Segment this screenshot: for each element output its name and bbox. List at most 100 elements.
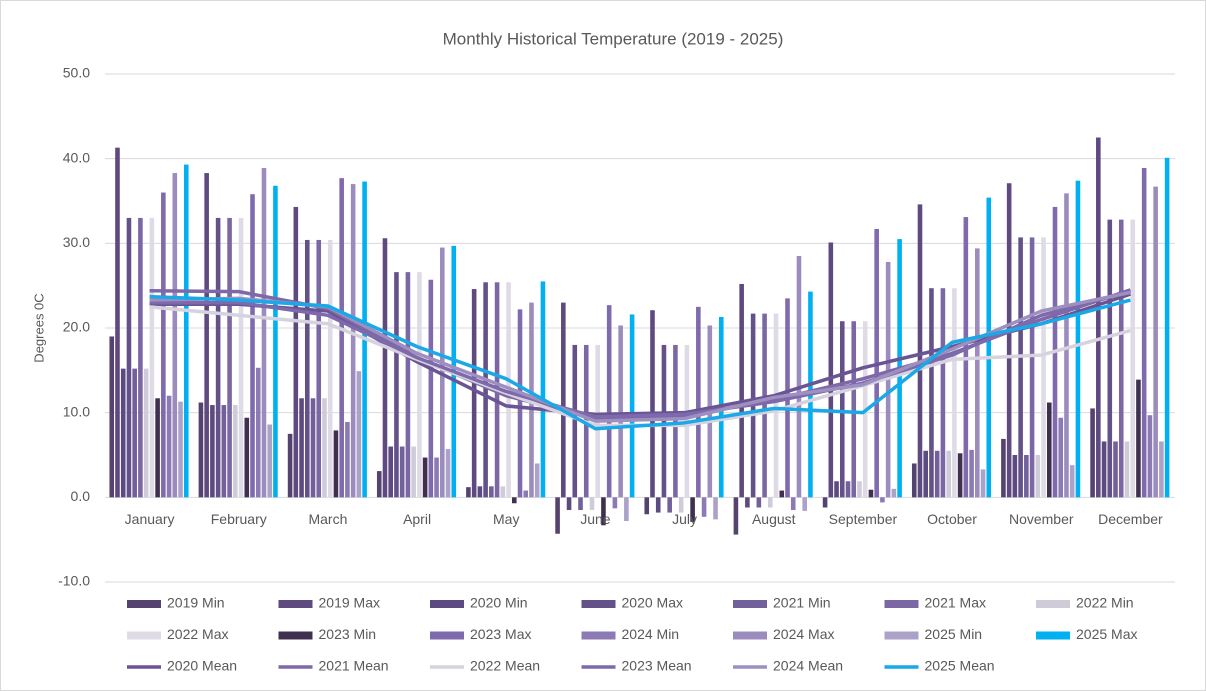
bar (250, 194, 255, 498)
bar (345, 421, 350, 498)
bar (126, 217, 132, 498)
bar (1035, 455, 1041, 498)
bar (773, 313, 779, 498)
bar (739, 283, 744, 498)
bar (975, 248, 980, 498)
legend-swatch (278, 600, 313, 608)
bar (210, 405, 215, 498)
bar (1046, 402, 1052, 498)
legend-label: 2025 Max (1076, 626, 1137, 642)
bar (624, 497, 629, 522)
bar (969, 449, 974, 498)
bar (161, 192, 166, 498)
bar (394, 272, 399, 498)
bar (839, 321, 845, 498)
bar (796, 256, 802, 498)
bar (929, 288, 934, 498)
bar (1136, 379, 1141, 498)
bar (733, 497, 739, 535)
bar (828, 242, 834, 498)
bar (244, 417, 250, 498)
bar (327, 239, 333, 498)
legend-label: 2023 Max (470, 626, 531, 642)
x-tick-label: February (211, 511, 267, 527)
bar (183, 164, 189, 498)
bar (434, 457, 439, 498)
x-tick-label: June (580, 511, 611, 527)
bar (138, 217, 143, 498)
x-tick-label: March (308, 511, 347, 527)
legend-swatch (884, 631, 919, 640)
bar (690, 497, 695, 522)
legend-label: 2020 Max (622, 595, 683, 611)
y-axis-label: Degrees 0C (31, 293, 46, 362)
bar (204, 173, 209, 498)
y-tick-label: 30.0 (63, 234, 90, 250)
x-tick-label: October (927, 511, 977, 527)
legend-swatch (733, 631, 767, 640)
bar (178, 401, 183, 498)
legend-swatch (1036, 600, 1070, 608)
bar (851, 321, 857, 498)
bar (316, 239, 322, 498)
bar (287, 433, 293, 498)
bar (1130, 219, 1136, 498)
bar (350, 184, 356, 498)
bar (1024, 455, 1029, 498)
bar (310, 398, 316, 498)
legend-swatch (581, 600, 616, 608)
x-tick-label: April (403, 511, 431, 527)
bar (227, 217, 232, 498)
legend-swatch (1036, 631, 1070, 640)
bar (405, 272, 411, 498)
legend-swatch (127, 631, 161, 640)
legend-label: 2022 Max (167, 626, 228, 642)
bar (215, 217, 221, 498)
bar (255, 367, 261, 498)
bar (1118, 219, 1124, 498)
bar (339, 178, 344, 498)
bar (1107, 219, 1113, 498)
bar (667, 497, 672, 513)
legend-swatch (884, 600, 919, 608)
bar (523, 490, 529, 498)
bar (511, 497, 517, 504)
legend-label: 2020 Min (470, 595, 528, 611)
bar (1029, 237, 1035, 498)
legend-label: 2022 Mean (470, 658, 540, 674)
bar (868, 489, 874, 498)
bar (261, 167, 267, 498)
legend-swatch (430, 631, 464, 640)
bar (880, 497, 885, 503)
bar (1141, 167, 1147, 498)
bar (299, 398, 304, 498)
bar (273, 185, 278, 498)
bar (618, 325, 623, 498)
bar (293, 206, 299, 498)
bar (399, 446, 405, 498)
bar (388, 446, 394, 498)
bar (417, 272, 422, 498)
bar (411, 446, 416, 498)
bar (233, 405, 238, 498)
bar (466, 487, 471, 498)
bar (934, 450, 940, 498)
bar (745, 497, 750, 508)
mean-line (149, 294, 1131, 431)
bar (1041, 237, 1046, 498)
bar (198, 402, 204, 498)
bar (376, 471, 382, 498)
bar (713, 497, 718, 520)
bar (483, 282, 488, 498)
y-tick-label: 10.0 (63, 403, 90, 419)
bar (422, 457, 428, 498)
bar (946, 450, 951, 498)
bar (1090, 408, 1095, 498)
bar (172, 173, 178, 498)
bar (534, 463, 540, 498)
bar (572, 344, 578, 498)
bar (802, 497, 807, 511)
legend-label: 2024 Min (622, 626, 680, 642)
